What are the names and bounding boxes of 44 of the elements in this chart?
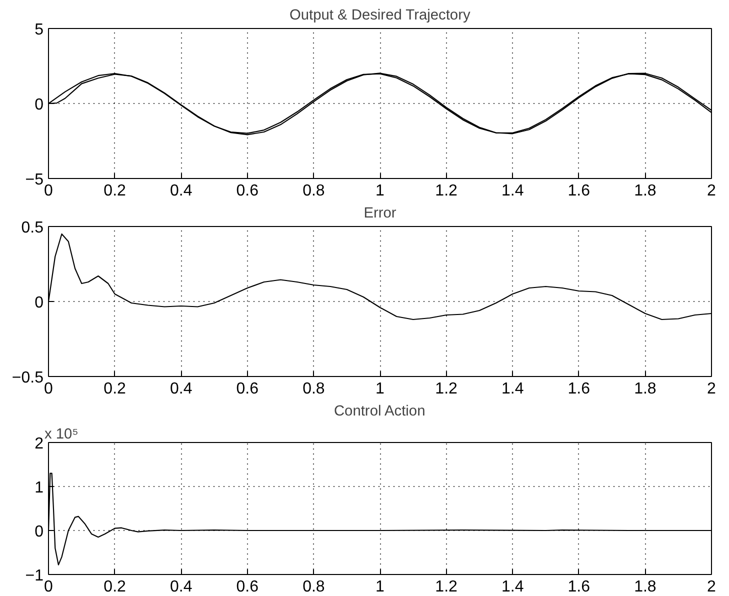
x-tick-label: 0.8 [302, 578, 325, 596]
x-tick-label: 0.6 [236, 578, 259, 596]
x-tick-label: 0.4 [170, 182, 192, 200]
y-tick-label: −1 [25, 568, 44, 584]
chart-title: Output & Desired Trajectory [289, 8, 471, 24]
x-tick-label: 1.8 [634, 182, 656, 200]
x-tick-label: 1.2 [435, 578, 458, 596]
x-tick-label: 1.4 [501, 182, 524, 200]
x-tick-label: 2 [707, 578, 716, 596]
annotation: x 10⁵ [44, 426, 78, 442]
y-tick-label: −0.5 [12, 370, 44, 386]
x-tick-label: 0.4 [170, 578, 192, 596]
x-tick-label: 0.6 [236, 182, 259, 200]
x-tick-label: 1.4 [501, 380, 524, 398]
x-tick-label: 1.2 [435, 380, 458, 398]
chart-title: Control Action [334, 404, 426, 420]
y-tick-label: 0 [34, 294, 44, 312]
x-tick-label: 1 [376, 578, 385, 596]
x-tick-label: 0.2 [104, 182, 126, 200]
x-tick-label: 1.4 [501, 578, 524, 596]
x-tick-label: 1.8 [634, 380, 656, 398]
x-tick-label: 1.8 [634, 578, 656, 596]
y-tick-label: 0 [34, 96, 44, 114]
y-tick-label: 0 [34, 524, 44, 540]
x-tick-label: 1.6 [568, 578, 590, 596]
x-tick-label: 0.2 [104, 380, 126, 398]
x-tick-label: 1 [376, 380, 385, 398]
x-tick-label: 2 [707, 182, 716, 200]
x-tick-label: 1.2 [435, 182, 458, 200]
x-tick-label: 0.8 [302, 380, 325, 398]
x-tick-label: 1.6 [568, 380, 590, 398]
x-tick-label: 0.2 [104, 578, 126, 596]
y-tick-label: 5 [34, 22, 44, 38]
x-tick-label: 1.6 [568, 182, 590, 200]
chart-title: Error [364, 206, 396, 222]
x-tick-label: 1 [376, 182, 385, 200]
y-tick-label: −5 [25, 172, 44, 188]
x-tick-label: 0.6 [236, 380, 259, 398]
x-tick-label: 2 [707, 380, 716, 398]
x-tick-label: 0.8 [302, 182, 325, 200]
y-tick-label: 2 [34, 436, 44, 452]
x-tick-label: 0.4 [170, 380, 192, 398]
y-tick-label: 1 [34, 480, 44, 496]
y-tick-label: 0.5 [21, 220, 44, 236]
